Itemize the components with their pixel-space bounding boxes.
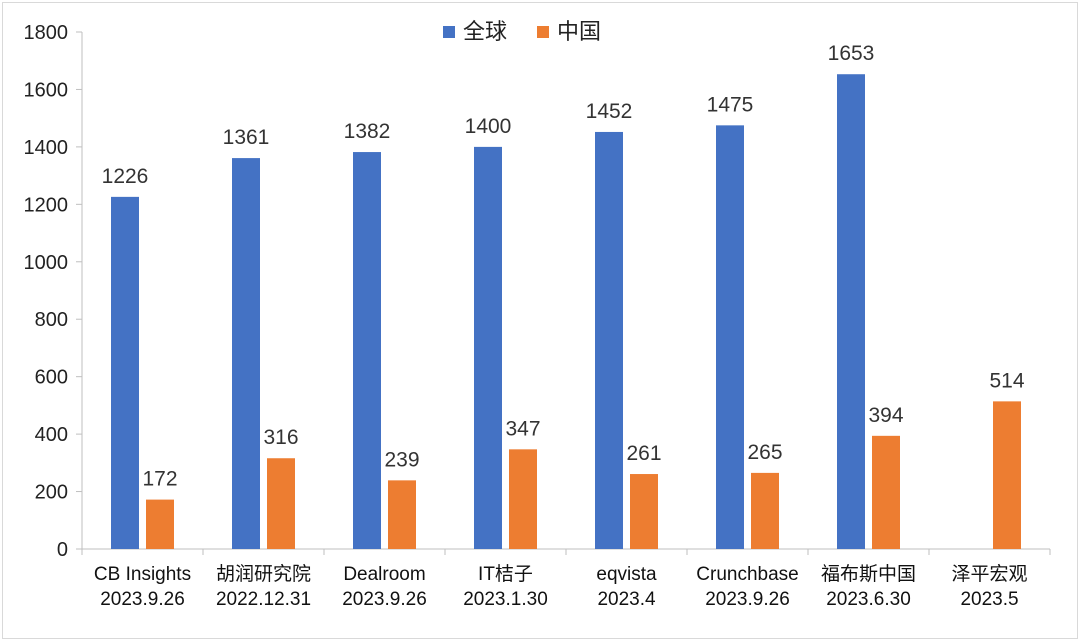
- legend-label: 全球: [463, 19, 507, 44]
- bar-global: [716, 125, 744, 549]
- bar-china: [630, 474, 658, 549]
- bar-china: [993, 401, 1021, 549]
- data-label: 316: [263, 426, 298, 449]
- y-tick-label: 800: [35, 309, 68, 331]
- data-label: 1382: [344, 120, 391, 143]
- data-label: 1361: [223, 126, 270, 149]
- bar-china: [872, 435, 900, 549]
- x-category-label: eqvista: [596, 564, 657, 585]
- bar-global: [353, 152, 381, 549]
- x-category-date: 2023.9.26: [705, 589, 790, 610]
- bar-global: [111, 196, 139, 550]
- data-label: 1653: [828, 42, 875, 65]
- data-label: 514: [989, 369, 1024, 392]
- x-category-label: Dealroom: [343, 564, 425, 585]
- bar-china: [146, 499, 174, 549]
- y-tick-label: 400: [35, 424, 68, 446]
- legend-swatch-global: [443, 26, 455, 38]
- bar-china: [388, 480, 416, 549]
- bar-global: [595, 131, 623, 549]
- bar-global: [232, 158, 260, 549]
- x-category-label: 胡润研究院: [216, 563, 311, 585]
- data-label: 265: [747, 441, 782, 464]
- bar-global: [837, 74, 865, 549]
- x-category-date: 2023.4: [597, 589, 656, 610]
- x-category-label: Crunchbase: [696, 564, 798, 585]
- bar-global: [474, 146, 502, 549]
- x-category-label: 福布斯中国: [821, 563, 916, 585]
- x-category-date: 2023.1.30: [463, 589, 548, 610]
- x-category-date: 2022.12.31: [216, 589, 311, 610]
- x-category-date: 2023.6.30: [826, 589, 911, 610]
- data-label: 261: [626, 442, 661, 465]
- bar-china: [751, 472, 779, 549]
- x-category-label: 泽平宏观: [951, 563, 1027, 585]
- y-tick-label: 200: [35, 482, 68, 504]
- data-label: 1452: [586, 100, 633, 123]
- bar-china: [509, 449, 537, 549]
- data-label: 347: [505, 417, 540, 440]
- data-label: 172: [142, 468, 177, 491]
- data-label: 394: [868, 404, 903, 427]
- y-tick-label: 1400: [24, 137, 69, 159]
- data-label: 1475: [707, 93, 754, 116]
- y-tick-label: 0: [57, 539, 68, 561]
- data-label: 239: [384, 448, 419, 471]
- y-tick-label: 600: [35, 367, 68, 389]
- x-category-label: CB Insights: [94, 564, 191, 585]
- x-category-date: 2023.9.26: [100, 589, 185, 610]
- legend-swatch-china: [537, 26, 549, 38]
- x-category-date: 2023.9.26: [342, 589, 427, 610]
- data-label: 1400: [465, 115, 512, 138]
- y-tick-label: 1200: [24, 194, 69, 216]
- data-label: 1226: [102, 165, 149, 188]
- y-tick-label: 1600: [24, 79, 69, 101]
- x-category-date: 2023.5: [960, 589, 1018, 610]
- y-tick-label: 1000: [24, 252, 69, 274]
- legend-label: 中国: [557, 19, 601, 44]
- x-category-label: IT桔子: [478, 563, 533, 585]
- y-tick-label: 1800: [24, 22, 69, 44]
- bar-china: [267, 458, 295, 549]
